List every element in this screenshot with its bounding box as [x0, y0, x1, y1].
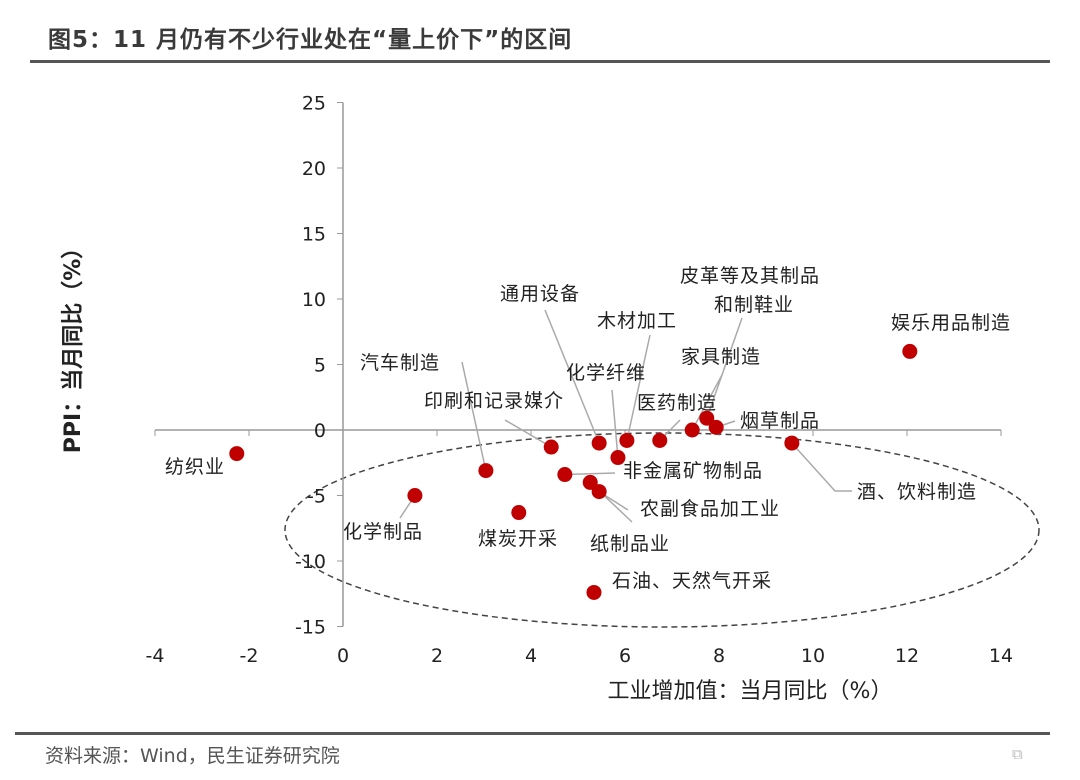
point-label: 纸制品业: [590, 533, 670, 555]
point-label: 木材加工: [597, 310, 677, 332]
leader-line: [564, 472, 616, 476]
axes: -4 -2 0 2 4 6 8 10 12 14 -15 -10 -5 0 5 10 15 20 25: [146, 93, 1040, 667]
y-tick-label: 20: [302, 158, 326, 180]
data-point: [591, 435, 607, 451]
y-tick-label: 5: [314, 355, 326, 377]
dashed-ellipse: [284, 432, 1040, 628]
x-tick-label: 4: [525, 645, 537, 667]
data-point: [708, 419, 724, 435]
data-point: [784, 435, 800, 451]
data-point: [610, 450, 626, 466]
x-tick-label: 8: [713, 645, 725, 667]
leader-line: [706, 317, 743, 419]
figure-title: 图5：11 月仍有不少行业处在“量上价下”的区间: [48, 27, 573, 53]
point-label: 非金属矿物制品: [623, 460, 763, 482]
y-tick-label: 10: [302, 289, 326, 311]
data-point: [407, 488, 423, 503]
leader-line: [544, 309, 600, 444]
source-note: 资料来源：Wind，民生证券研究院: [45, 745, 340, 767]
point-label: 汽车制造: [360, 352, 440, 374]
leader-line: [791, 442, 852, 492]
data-point: [619, 432, 635, 448]
point-label: 石油、天然气开采: [612, 570, 772, 592]
y-tick-label: 0: [314, 420, 326, 442]
point-label: 娱乐用品制造: [891, 312, 1011, 334]
y-tick-label: 15: [302, 224, 326, 246]
x-tick-label: 12: [895, 645, 919, 667]
y-axis-label: PPI：当月同比（%）: [61, 237, 86, 453]
data-point: [543, 439, 559, 455]
points: [229, 343, 918, 600]
footer-rule: [15, 732, 1050, 735]
point-label: 和制鞋业: [714, 294, 794, 316]
point-label: 农副食品加工业: [640, 498, 780, 520]
title-rule: [30, 60, 1050, 63]
point-label: 化学制品: [343, 521, 423, 543]
point-label: 酒、饮料制造: [857, 481, 977, 503]
leader-line: [626, 334, 651, 441]
data-point: [229, 446, 245, 462]
point-label: 烟草制品: [740, 410, 820, 432]
y-tick-label: -15: [295, 617, 326, 639]
data-point: [511, 505, 527, 521]
y-tick-label: -5: [307, 486, 326, 508]
data-point: [902, 343, 918, 359]
leader-line: [691, 374, 723, 431]
point-label: 皮革等及其制品: [680, 265, 820, 287]
data-point: [586, 584, 602, 600]
x-tick-label: 6: [619, 645, 631, 667]
leader-line: [461, 361, 487, 471]
y-tick-label: 25: [302, 93, 326, 115]
point-label: 纺织业: [165, 456, 225, 478]
x-tick-label: 10: [801, 645, 825, 667]
data-point: [557, 467, 573, 483]
x-tick-label: 14: [989, 645, 1013, 667]
x-tick-label: -2: [240, 645, 259, 667]
y-tick-label: -10: [295, 551, 326, 573]
watermark-logo: ⧉: [1012, 745, 1023, 763]
data-point: [684, 422, 700, 438]
x-axis-label: 工业增加值：当月同比（%）: [608, 679, 893, 704]
point-label: 医药制造: [637, 392, 717, 414]
x-tick-label: 2: [431, 645, 443, 667]
leader-line: [611, 389, 619, 458]
point-label: 通用设备: [500, 283, 580, 305]
point-label: 煤炭开采: [478, 528, 558, 550]
data-point: [699, 410, 715, 426]
data-point: [591, 484, 607, 500]
data-point: [478, 463, 494, 479]
data-point: [652, 432, 668, 448]
point-label: 化学纤维: [566, 362, 646, 384]
x-tick-label: 0: [337, 645, 349, 667]
x-tick-label: -4: [146, 645, 165, 667]
leader-line: [504, 419, 552, 448]
point-label: 印刷和记录媒介: [424, 390, 564, 412]
point-label: 家具制造: [681, 346, 761, 368]
